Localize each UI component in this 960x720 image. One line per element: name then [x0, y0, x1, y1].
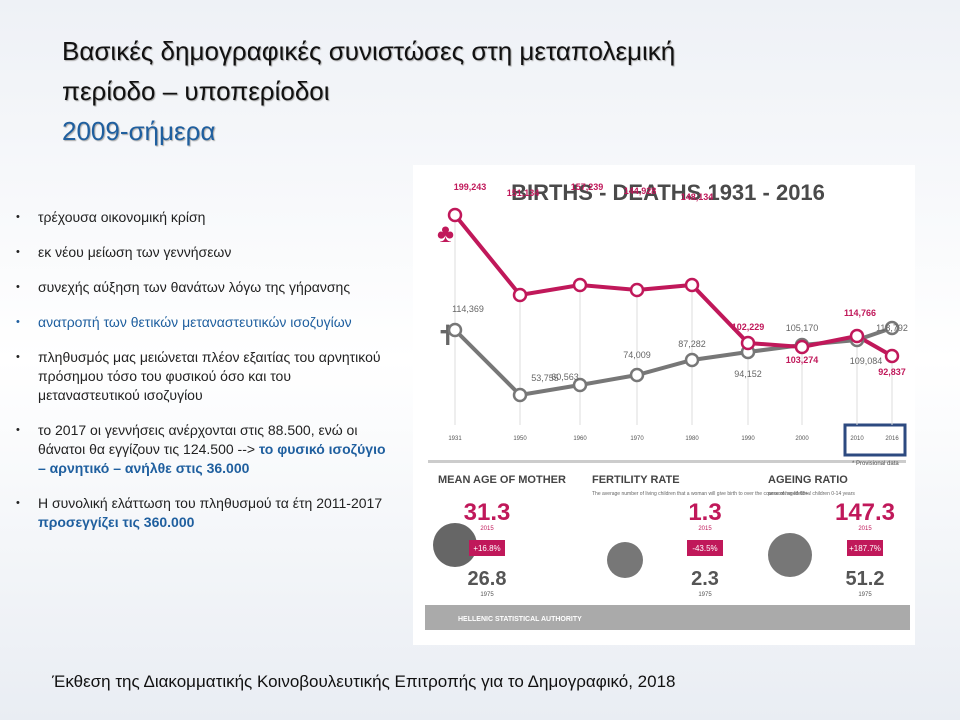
mother-icon [433, 523, 477, 567]
death-point [447, 322, 463, 338]
panel-current-year: 2015 [858, 526, 872, 532]
year-label: 1990 [741, 436, 755, 442]
birth-label: 92,837 [878, 367, 906, 377]
birth-point [849, 328, 865, 344]
panel-change: -43.5% [692, 544, 717, 553]
bullet: εκ νέου μείωση των γεννήσεων [14, 243, 394, 262]
birth-point [629, 282, 645, 298]
bullet-text: τρέχουσα οικονομική κρίση [38, 209, 206, 225]
bullet-text: Η συνολική ελάττωση του πληθυσμού τα έτη… [38, 495, 383, 511]
bullet: πληθυσμός μας μειώνεται πλέον εξαιτίας τ… [14, 348, 394, 405]
year-label: 2000 [795, 436, 809, 442]
bullet-text: πληθυσμός μας μειώνεται πλέον εξαιτίας τ… [38, 349, 381, 403]
panel-previous: 2.3 [691, 568, 719, 590]
birth-label: 144,928 [624, 186, 657, 196]
change-badge [687, 540, 723, 556]
death-label: 94,152 [734, 369, 762, 379]
note: * Provisional data [852, 461, 899, 467]
infographic: BIRTHS - DEATHS 1931 - 2016 * Provisiona… [413, 165, 915, 645]
panel-previous-year: 1975 [480, 592, 494, 598]
birth-label: 103,274 [786, 355, 819, 365]
birth-label: 102,229 [732, 322, 765, 332]
bullet-highlight: το φυσικό ισοζύγιο – αρνητικό – ανήλθε σ… [38, 441, 386, 476]
death-point [512, 387, 528, 403]
death-point [684, 352, 700, 368]
panel-title: MEAN AGE OF MOTHER [438, 474, 566, 486]
death-label: 87,282 [678, 339, 706, 349]
panel-current: 147.3 [835, 499, 895, 526]
birth-label: 199,243 [454, 182, 487, 192]
bullet-text: ανατροπή των θετικών μεταναστευτικών ισο… [38, 314, 352, 330]
death-label: 60,563 [551, 372, 579, 382]
bullet: τρέχουσα οικονομική κρίση [14, 208, 394, 227]
birth-label: 114,766 [844, 308, 876, 318]
panel-change: +16.8% [473, 544, 500, 553]
death-point [572, 377, 588, 393]
death-label: 105,170 [786, 323, 819, 333]
panel-description: The average number of living children th… [592, 491, 811, 497]
birth-label: 157,239 [571, 182, 604, 192]
birth-point [884, 348, 900, 364]
panel-previous: 26.8 [468, 568, 507, 590]
footer-bar [425, 605, 910, 630]
title: Βασικές δημογραφικές συνιστώσες στη μετα… [62, 36, 676, 66]
panel-previous: 51.2 [846, 568, 885, 590]
bullet: Η συνολική ελάττωση του πληθυσμού τα έτη… [14, 494, 394, 532]
death-label: 114,369 [452, 304, 484, 314]
bullet-list: τρέχουσα οικονομική κρίση εκ νέου μείωση … [14, 208, 394, 548]
pram-icon: ♣ [437, 218, 454, 248]
bullet-text: το 2017 οι γεννήσεις ανέρχονται στις 88.… [38, 422, 358, 457]
year-label: 1950 [513, 436, 527, 442]
infographic-bg [413, 165, 915, 645]
panel-current-year: 2015 [480, 526, 494, 532]
title: περίοδο – υποπερίοδοι [62, 76, 330, 106]
death-label: 118,792 [876, 323, 908, 333]
bullet: το 2017 οι γεννήσεις ανέρχονται στις 88.… [14, 421, 394, 478]
birth-label: 148,134 [681, 192, 714, 202]
bullet-text: συνεχής αύξηση των θανάτων λόγω της γήρα… [38, 279, 351, 295]
year-label: 1960 [573, 436, 587, 442]
panel-description: persons aged 65+ / children 0-14 years [768, 491, 855, 497]
year-label: 1980 [685, 436, 699, 442]
birth-label: 151,134 [507, 188, 540, 198]
subtitle: 2009-σήμερα [62, 116, 216, 146]
change-badge [847, 540, 883, 556]
birth-point [447, 207, 463, 223]
panel-current: 1.3 [688, 499, 721, 526]
year-label: 2010 [850, 436, 864, 442]
panel-previous-year: 1975 [698, 592, 712, 598]
panel-change: +187.7% [849, 544, 881, 553]
infographic-title: BIRTHS - DEATHS 1931 - 2016 [511, 180, 825, 205]
bullet: συνεχής αύξηση των θανάτων λόγω της γήρα… [14, 278, 394, 297]
highlight-box [843, 423, 907, 457]
panel-title: AGEING RATIO [768, 474, 848, 486]
birth-point [740, 335, 756, 351]
death-point [629, 367, 645, 383]
footer: HELLENIC STATISTICAL AUTHORITY [458, 616, 582, 623]
family-icon [607, 542, 643, 578]
change-badge [469, 540, 505, 556]
death-point [884, 320, 900, 336]
year-label: 1931 [448, 436, 462, 442]
death-label: 53,755 [531, 373, 559, 383]
birth-point [794, 339, 810, 355]
birth-point [684, 277, 700, 293]
birth-point [512, 287, 528, 303]
bullet-highlight: προσεγγίζει τις 360.000 [38, 514, 195, 530]
birth-point [572, 277, 588, 293]
bullet-text: εκ νέου μείωση των γεννήσεων [38, 244, 232, 260]
panel-previous-year: 1975 [858, 592, 872, 598]
panel-current: 31.3 [464, 499, 511, 526]
citation: Έκθεση της Διακομματικής Κοινοβουλευτική… [52, 672, 676, 691]
panel-current-year: 2015 [698, 526, 712, 532]
death-label: 74,009 [623, 350, 651, 360]
bullet: ανατροπή των θετικών μεταναστευτικών ισο… [14, 313, 394, 332]
panel-title: FERTILITY RATE [592, 474, 680, 486]
elder-icon [768, 533, 812, 577]
divider [428, 460, 906, 463]
death-label: 109,084 [850, 356, 883, 366]
year-label: 2016 [885, 436, 899, 442]
year-label: 1970 [630, 436, 644, 442]
